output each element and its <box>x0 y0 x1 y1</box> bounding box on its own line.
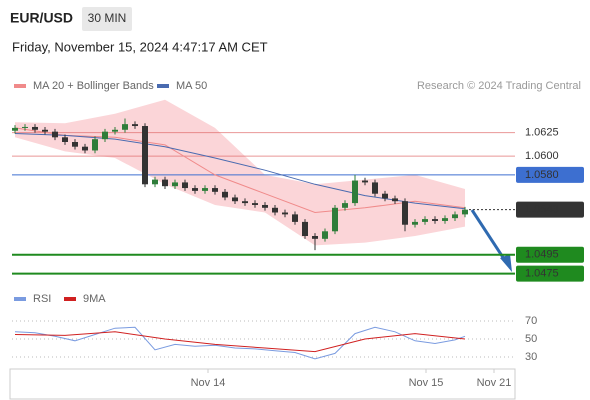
candle-body <box>232 197 238 202</box>
candle-body <box>102 131 108 140</box>
candle-body <box>332 207 338 232</box>
bollinger-band <box>15 99 465 246</box>
candle-body <box>162 179 168 187</box>
candle-body <box>372 182 378 194</box>
y-tick-label: 70 <box>525 315 537 327</box>
symbol: EUR/USD <box>10 10 73 26</box>
candle-body <box>462 209 468 215</box>
level-label: 1.0625 <box>525 127 559 139</box>
time-axis-frame <box>9 368 516 400</box>
level-label-box <box>516 166 584 183</box>
credit: Research © 2024 Trading Central <box>417 80 581 92</box>
candle-body <box>92 139 98 151</box>
candle-body <box>412 221 418 225</box>
candle-body <box>202 188 208 191</box>
forecast-arrow <box>470 209 508 263</box>
interval-button[interactable]: 30 MIN <box>88 11 127 25</box>
candle-body <box>82 146 88 151</box>
rsi-panel: 30 50 70 RSI 9MA <box>12 293 537 363</box>
ma-line <box>14 127 466 214</box>
legend-swatch <box>14 84 26 88</box>
candle-body <box>302 221 308 236</box>
indicator-line <box>14 326 466 360</box>
candle-body <box>282 212 288 215</box>
candle-body <box>422 219 428 222</box>
level-label-box <box>516 265 584 282</box>
legend-label: MA 20 + Bollinger Bands <box>33 80 154 92</box>
candle-body <box>42 129 48 132</box>
candle-body <box>122 124 128 130</box>
candle-body <box>12 127 18 131</box>
interval-button-bg[interactable] <box>82 7 132 31</box>
y-tick-label: 50 <box>525 333 537 345</box>
candle-body <box>382 193 388 199</box>
candle-body <box>272 207 278 213</box>
candle-body <box>62 137 68 142</box>
candle-body <box>322 231 328 239</box>
candle-body <box>222 191 228 198</box>
candle-body <box>32 126 38 130</box>
candle-body <box>452 214 458 219</box>
candle-body <box>132 124 138 127</box>
x-tick-label: Nov 21 <box>477 377 512 389</box>
current-price-label: 1.0543 <box>525 204 559 216</box>
price-panel: 1.0625 1.0600 1.0580 1.0543 1.0495 1.0475 MA 2… <box>12 80 584 389</box>
ma-line <box>14 133 466 210</box>
forecast-arrowhead <box>500 254 512 272</box>
legend-label: 9MA <box>83 293 106 305</box>
candle-body <box>292 214 298 222</box>
candle-body <box>432 219 438 221</box>
x-tick-label: Nov 15 <box>409 377 444 389</box>
candle-body <box>72 142 78 147</box>
current-price-box <box>516 201 584 218</box>
level-label: 1.0475 <box>525 268 559 280</box>
candle-body <box>312 236 318 239</box>
candle-body <box>52 131 58 138</box>
candle-body <box>22 126 28 128</box>
legend-swatch <box>157 84 169 88</box>
candle-body <box>172 182 178 187</box>
candle-body <box>242 201 248 204</box>
legend-label: RSI <box>33 293 51 305</box>
candle-body <box>182 182 188 189</box>
indicator-line <box>14 331 466 353</box>
legend-swatch <box>64 297 76 301</box>
candle-body <box>352 180 358 204</box>
level-label: 1.0495 <box>525 249 559 261</box>
candle-body <box>212 188 218 192</box>
legend-label: MA 50 <box>176 80 207 92</box>
legend-swatch <box>14 297 26 301</box>
candle-body <box>402 201 408 225</box>
y-tick-label: 30 <box>525 351 537 363</box>
candle-body <box>442 218 448 221</box>
x-tick-label: Nov 14 <box>191 377 226 389</box>
candle-body <box>142 126 148 185</box>
candle-body <box>252 203 258 205</box>
timestamp: Friday, November 15, 2024 4:47:17 AM CET <box>12 39 268 54</box>
level-label: 1.0580 <box>525 169 559 181</box>
candle-body <box>362 180 368 183</box>
candle-body <box>152 179 158 185</box>
level-label-box <box>516 246 584 263</box>
level-label: 1.0600 <box>525 150 559 162</box>
candle-body <box>112 129 118 132</box>
candle-body <box>192 188 198 191</box>
candle-body <box>262 204 268 208</box>
candle-body <box>342 203 348 208</box>
candle-body <box>392 198 398 202</box>
